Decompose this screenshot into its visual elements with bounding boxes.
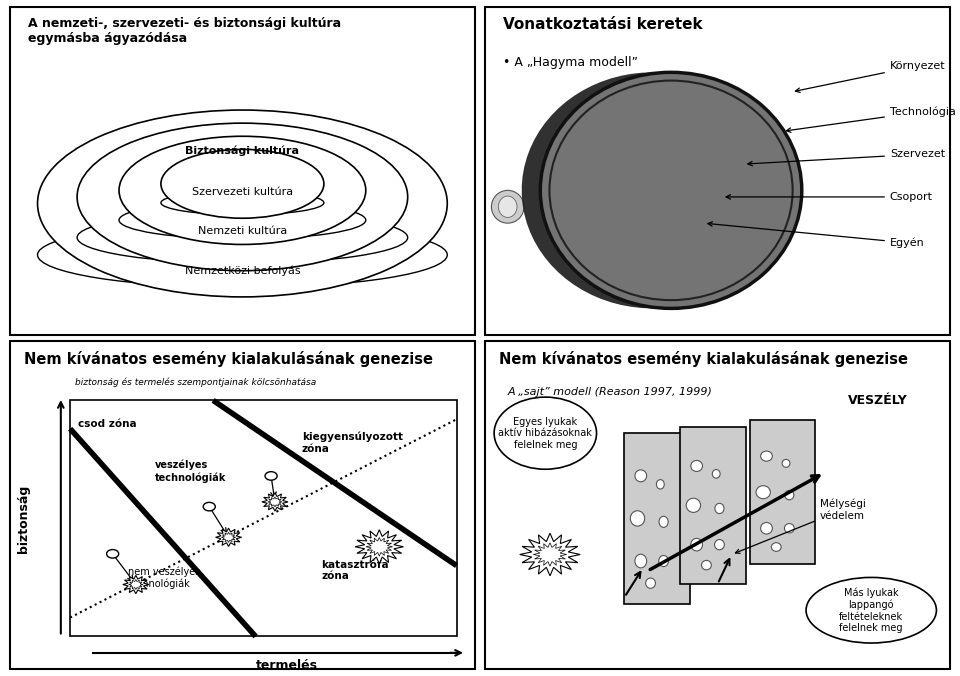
Ellipse shape bbox=[760, 451, 773, 461]
Ellipse shape bbox=[756, 485, 770, 499]
Text: Egyén: Egyén bbox=[708, 222, 924, 248]
Ellipse shape bbox=[579, 107, 763, 273]
Text: Egyes lyukak
aktív hibázásoknak
felelnek meg: Egyes lyukak aktív hibázásoknak felelnek… bbox=[498, 416, 592, 450]
Ellipse shape bbox=[784, 524, 794, 533]
Ellipse shape bbox=[657, 177, 685, 203]
Polygon shape bbox=[216, 528, 242, 546]
Bar bbox=[750, 420, 815, 564]
Ellipse shape bbox=[37, 222, 447, 287]
Ellipse shape bbox=[631, 511, 645, 526]
Text: termelés: termelés bbox=[255, 660, 318, 673]
Ellipse shape bbox=[702, 560, 711, 570]
Text: VESZÉLY: VESZÉLY bbox=[848, 394, 908, 407]
Ellipse shape bbox=[714, 539, 725, 550]
Text: Technológia: Technológia bbox=[786, 106, 956, 132]
Ellipse shape bbox=[119, 201, 366, 239]
Ellipse shape bbox=[566, 95, 776, 285]
Ellipse shape bbox=[657, 480, 664, 489]
Polygon shape bbox=[534, 543, 566, 566]
Text: biztonság: biztonság bbox=[17, 484, 30, 552]
Text: katasztrófa
zóna: katasztrófa zóna bbox=[322, 560, 389, 581]
Ellipse shape bbox=[760, 523, 773, 534]
Circle shape bbox=[107, 550, 119, 558]
Ellipse shape bbox=[631, 154, 711, 226]
Text: • A „Hagyma modell”: • A „Hagyma modell” bbox=[503, 56, 638, 69]
Bar bbox=[624, 433, 689, 604]
Text: A nemzeti-, szervezeti- és biztonsági kultúra
egymásba ágyazódása: A nemzeti-, szervezeti- és biztonsági ku… bbox=[28, 17, 342, 45]
Text: Nem kívánatos esemény kialakulásának genezise: Nem kívánatos esemény kialakulásának gen… bbox=[499, 352, 908, 367]
Polygon shape bbox=[268, 497, 282, 507]
Ellipse shape bbox=[806, 577, 936, 643]
Ellipse shape bbox=[643, 166, 699, 215]
Ellipse shape bbox=[712, 470, 720, 478]
Ellipse shape bbox=[553, 84, 789, 297]
Text: Környezet: Környezet bbox=[796, 61, 946, 93]
Ellipse shape bbox=[494, 397, 596, 469]
Polygon shape bbox=[123, 575, 149, 594]
Ellipse shape bbox=[492, 191, 524, 223]
Text: Csoport: Csoport bbox=[726, 192, 933, 202]
Text: Más lyukak
lappangó
feltételeknek
felelnek meg: Más lyukak lappangó feltételeknek feleln… bbox=[839, 587, 903, 633]
Text: csod zóna: csod zóna bbox=[78, 419, 136, 429]
Ellipse shape bbox=[618, 142, 724, 239]
Text: A „sajt” modell (Reason 1997, 1999): A „sajt” modell (Reason 1997, 1999) bbox=[508, 387, 713, 397]
Ellipse shape bbox=[161, 191, 324, 215]
Ellipse shape bbox=[37, 110, 447, 297]
Ellipse shape bbox=[646, 578, 656, 588]
Ellipse shape bbox=[715, 504, 724, 514]
Bar bbox=[70, 400, 457, 637]
Text: Biztonsági kultúra: Biztonsági kultúra bbox=[185, 146, 300, 156]
Bar bbox=[681, 427, 746, 584]
Polygon shape bbox=[355, 530, 403, 564]
Polygon shape bbox=[222, 532, 236, 542]
Ellipse shape bbox=[772, 543, 781, 552]
Ellipse shape bbox=[77, 123, 408, 270]
Ellipse shape bbox=[691, 460, 703, 471]
Ellipse shape bbox=[659, 556, 668, 566]
Text: nem veszélyes
technológiák: nem veszélyes technológiák bbox=[128, 566, 201, 589]
Text: kiegyensúlyozott
zóna: kiegyensúlyozott zóna bbox=[302, 432, 403, 454]
Polygon shape bbox=[262, 493, 288, 511]
Ellipse shape bbox=[784, 490, 794, 500]
Text: Nem kívánatos esemény kialakulásának genezise: Nem kívánatos esemény kialakulásának gen… bbox=[24, 352, 433, 367]
Ellipse shape bbox=[540, 72, 802, 308]
Text: Nemzeti kultúra: Nemzeti kultúra bbox=[198, 226, 287, 237]
Text: Szervezet: Szervezet bbox=[748, 149, 945, 166]
Ellipse shape bbox=[161, 149, 324, 218]
Ellipse shape bbox=[635, 554, 647, 568]
Text: Vonatkoztatási keretek: Vonatkoztatási keretek bbox=[503, 17, 703, 32]
Ellipse shape bbox=[659, 516, 668, 527]
Ellipse shape bbox=[605, 130, 737, 250]
Ellipse shape bbox=[691, 538, 703, 551]
Text: Szervezeti kultúra: Szervezeti kultúra bbox=[192, 187, 293, 197]
Ellipse shape bbox=[592, 119, 750, 262]
Ellipse shape bbox=[77, 212, 408, 264]
Polygon shape bbox=[366, 537, 393, 556]
Text: Nemzetközi befolyás: Nemzetközi befolyás bbox=[184, 266, 300, 276]
Ellipse shape bbox=[635, 470, 647, 482]
Polygon shape bbox=[522, 72, 671, 308]
Polygon shape bbox=[129, 579, 143, 589]
Circle shape bbox=[265, 472, 277, 480]
Ellipse shape bbox=[782, 460, 790, 467]
Circle shape bbox=[204, 502, 215, 511]
Text: Mélységi
védelem: Mélységi védelem bbox=[735, 499, 866, 554]
Polygon shape bbox=[519, 533, 580, 576]
Text: veszélyes
technológiák: veszélyes technológiák bbox=[156, 460, 227, 483]
Ellipse shape bbox=[119, 137, 366, 245]
Ellipse shape bbox=[498, 196, 517, 218]
Text: biztonság és termelés szempontjainak kölcsönhatása: biztonság és termelés szempontjainak köl… bbox=[75, 378, 316, 387]
Ellipse shape bbox=[686, 498, 701, 512]
